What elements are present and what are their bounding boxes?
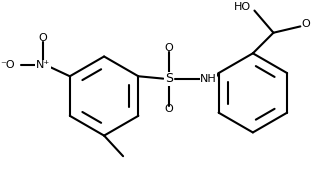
Text: NH: NH <box>200 74 217 84</box>
Text: N⁺: N⁺ <box>36 60 50 70</box>
Text: O: O <box>302 19 310 29</box>
Text: HO: HO <box>234 2 251 12</box>
Text: O: O <box>165 43 173 53</box>
Text: O: O <box>39 33 47 43</box>
Text: S: S <box>165 72 173 85</box>
Text: O: O <box>165 104 173 114</box>
Text: ⁻O: ⁻O <box>0 60 14 70</box>
